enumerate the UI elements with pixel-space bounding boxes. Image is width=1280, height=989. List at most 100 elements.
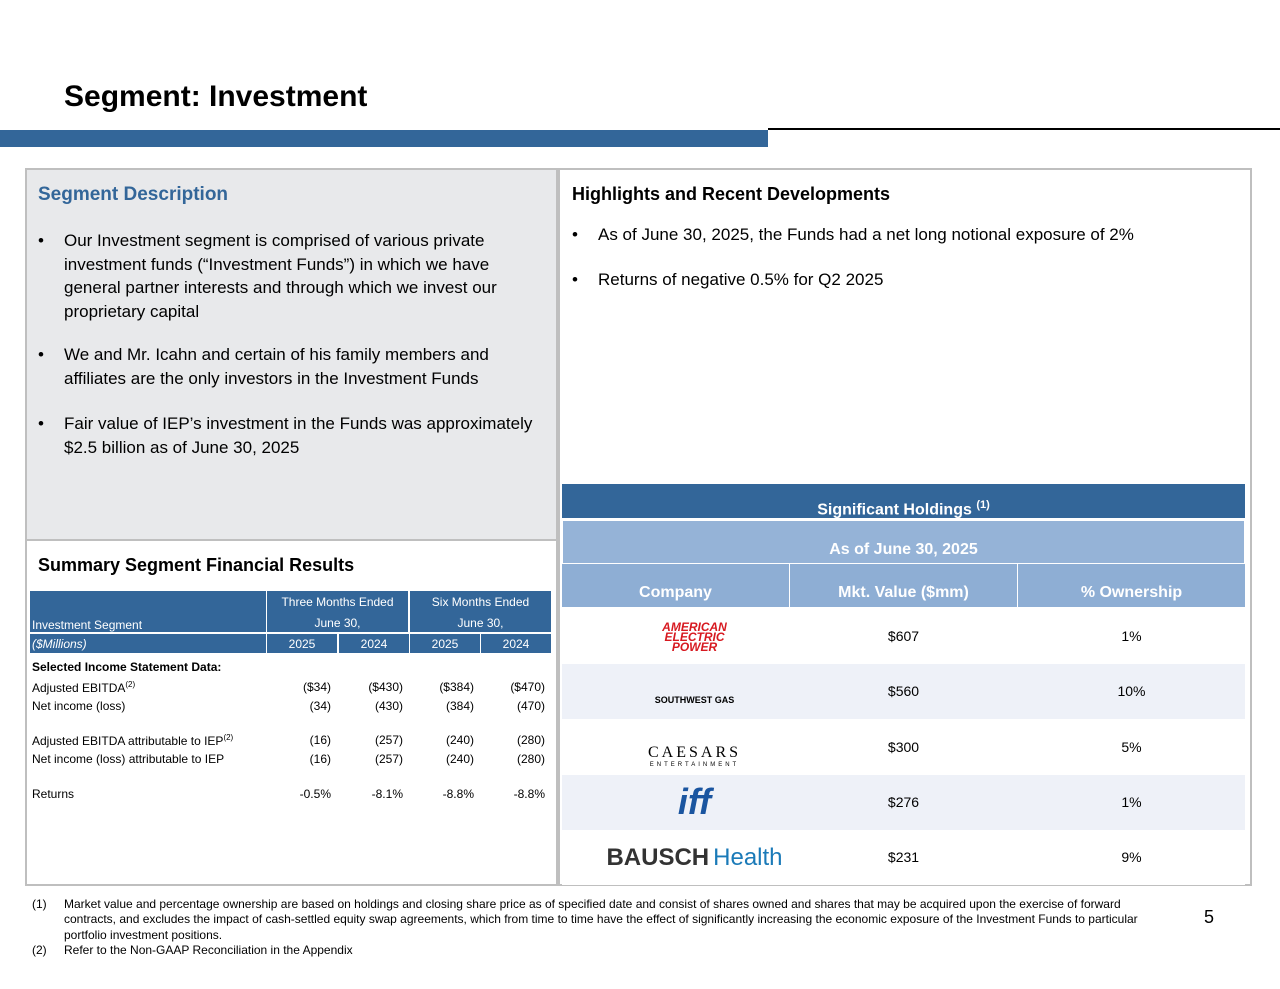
footnote-marker: (1) xyxy=(32,897,47,911)
group-line1: Six Months Ended xyxy=(431,595,530,609)
holdings-subtitle: As of June 30, 2025 xyxy=(562,520,1245,564)
cell: (280) xyxy=(516,733,545,747)
column-header: Mkt. Value ($mm) xyxy=(790,564,1017,607)
year: 2025 xyxy=(267,634,337,653)
year: 2024 xyxy=(481,634,551,653)
cell: (257) xyxy=(374,733,403,747)
holding-row xyxy=(562,830,1245,886)
logo-text: Health xyxy=(713,843,783,871)
section-label: Selected Income Statement Data: xyxy=(32,660,222,674)
column-header: % Ownership xyxy=(1018,564,1245,607)
logo-line: BAUSCH Health xyxy=(606,844,782,872)
cell: (34) xyxy=(309,699,331,713)
holdings-title: Significant Holdings xyxy=(817,501,972,519)
footnote-marker: (2) xyxy=(32,943,47,957)
cell: -8.8% xyxy=(513,787,545,801)
group-header xyxy=(267,591,408,632)
year: 2024 xyxy=(339,634,409,653)
table-header xyxy=(30,634,266,653)
table-row: Returns xyxy=(32,787,74,801)
ownership: 5% xyxy=(1121,738,1142,755)
cell: -8.8% xyxy=(442,787,474,801)
holding-row xyxy=(562,774,1245,830)
logo-text: BAUSCH xyxy=(606,843,710,871)
logo-text: iff xyxy=(677,781,712,823)
ownership: 1% xyxy=(1121,793,1142,810)
holding-row xyxy=(562,664,1245,720)
logo-text: CAESARS xyxy=(647,744,742,762)
holding-row xyxy=(562,719,1245,775)
summary-heading: Summary Segment Financial Results xyxy=(38,555,355,575)
row-label: Adjusted EBITDA attributable to IEP xyxy=(32,734,224,748)
cell: ($34) xyxy=(302,680,331,694)
cell: (280) xyxy=(516,752,545,766)
title: Segment: Investment xyxy=(64,80,368,113)
market-value: $300 xyxy=(887,738,920,755)
group-line1: Three Months Ended xyxy=(281,595,394,609)
footnote-text: Refer to the Non-GAAP Reconciliation in … xyxy=(64,943,353,957)
table-row: Net income (loss) xyxy=(32,699,125,713)
table-label: Investment Segment xyxy=(32,618,143,632)
title-rule xyxy=(768,128,1280,130)
holdings-title-bar: Significant Holdings (1) xyxy=(562,484,1245,518)
table-row: Net income (loss) attributable to IEP xyxy=(32,752,224,766)
cell: (257) xyxy=(374,752,403,766)
market-value: $276 xyxy=(887,793,920,810)
logo-text: ELECTRIC xyxy=(664,629,725,644)
company-logo: iff xyxy=(562,775,827,830)
summary-panel xyxy=(25,540,558,886)
market-value: $231 xyxy=(887,849,920,866)
row-label: Returns xyxy=(32,787,75,801)
cell: (240) xyxy=(445,752,474,766)
cell: ($384) xyxy=(439,680,474,694)
group-header xyxy=(410,591,551,632)
footnote-text: Market value and percentage ownership ar… xyxy=(64,897,1138,942)
bullet: As of June 30, 2025, the Funds had a net… xyxy=(572,223,1218,247)
description-heading: Segment Description xyxy=(38,184,229,205)
bullet: Our Investment segment is comprised of v… xyxy=(38,229,534,323)
group-line2: June 30, xyxy=(457,616,504,630)
table-row: Adjusted EBITDA attributable to IEP(2) xyxy=(32,733,233,748)
market-value: $607 xyxy=(887,628,920,644)
highlights-heading: Highlights and Recent Developments xyxy=(572,184,891,204)
logo-text: ENTERTAINMENT xyxy=(649,762,740,769)
company-logo: AMERICAN ELECTRIC POWER xyxy=(562,609,827,664)
group-line2: June 30, xyxy=(314,616,361,630)
row-label: Adjusted EBITDA xyxy=(32,681,126,695)
logo-text: POWER xyxy=(671,639,718,654)
ownership: 10% xyxy=(1117,683,1146,700)
cell: (384) xyxy=(445,699,474,713)
holdings-note: (1) xyxy=(976,499,990,511)
logo-text: SOUTHWEST GAS xyxy=(654,694,735,705)
row-label: Net income (loss) attributable to IEP xyxy=(32,752,225,766)
ownership: 1% xyxy=(1121,628,1142,644)
table-header xyxy=(30,591,266,632)
ownership: 9% xyxy=(1121,849,1142,866)
row-note: (2) xyxy=(223,733,234,742)
cell: -0.5% xyxy=(299,787,331,801)
page-number: 5 xyxy=(1204,907,1215,927)
cell: ($470) xyxy=(510,680,545,694)
column-header: Company xyxy=(562,564,789,607)
cell: -8.1% xyxy=(371,787,403,801)
company-logo: CAESARS ENTERTAINMENT xyxy=(562,720,827,775)
bullet: Returns of negative 0.5% for Q2 2025 xyxy=(572,268,1218,292)
title-bar xyxy=(0,130,768,147)
cell: (240) xyxy=(445,733,474,747)
cell: (470) xyxy=(516,699,545,713)
cell: (430) xyxy=(374,699,403,713)
row-label: Net income (loss) xyxy=(32,699,126,713)
table-unit: ($Millions) xyxy=(32,637,87,651)
year: 2025 xyxy=(410,634,480,653)
bullet: We and Mr. Icahn and certain of his fami… xyxy=(38,343,534,390)
cell: (16) xyxy=(309,733,331,747)
company-logo: BAUSCH Health xyxy=(562,830,827,885)
cell: (16) xyxy=(309,752,331,766)
cell: ($430) xyxy=(368,680,403,694)
logo-text: AMERICAN xyxy=(662,619,727,634)
company-logo: SOUTHWEST GAS xyxy=(562,664,827,719)
table-row: Adjusted EBITDA(2) xyxy=(32,680,135,695)
holding-row xyxy=(562,609,1245,664)
row-note: (2) xyxy=(125,680,136,689)
